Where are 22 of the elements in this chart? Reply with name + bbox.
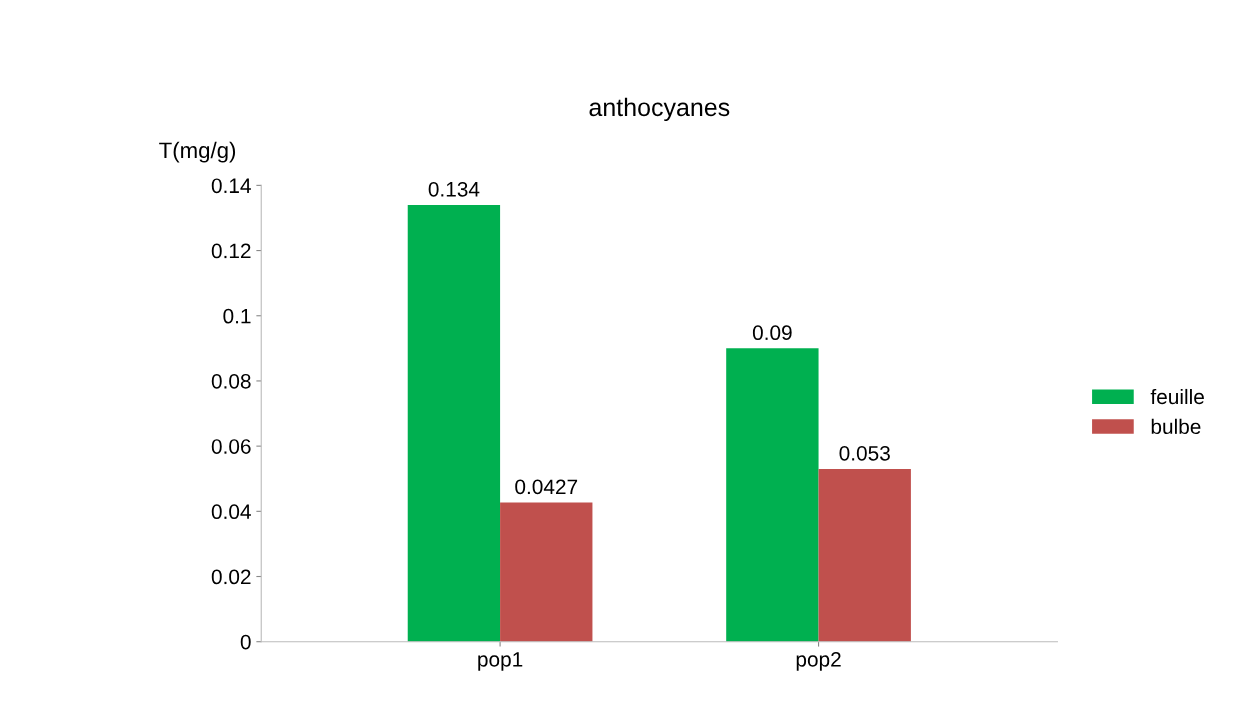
data-label: 0.09 <box>752 325 792 341</box>
y-tick-label: 0 <box>240 634 251 650</box>
x-tick-label: pop2 <box>796 651 841 671</box>
data-label: 0.053 <box>839 445 890 461</box>
legend-label: bulbe <box>1151 418 1201 435</box>
chart-title: anthocyanes <box>589 97 730 122</box>
y-tick-label: 0.14 <box>211 178 251 194</box>
data-label: 0.0427 <box>515 479 578 495</box>
y-tick-label: 0.08 <box>211 373 251 389</box>
bar <box>726 348 819 642</box>
y-tick-label: 0.12 <box>211 243 251 259</box>
y-tick-label: 0.1 <box>223 308 251 324</box>
data-label: 0.134 <box>428 181 480 197</box>
legend-label: feuille <box>1150 388 1204 405</box>
bar <box>818 468 911 642</box>
y-axis-title: T(mg/g) <box>159 141 236 163</box>
y-tick-label: 0.04 <box>211 504 251 520</box>
bar <box>500 502 593 642</box>
bar <box>407 204 501 642</box>
y-tick-label: 0.06 <box>211 439 251 454</box>
x-tick-label: pop1 <box>478 652 523 671</box>
y-tick-label: 0.02 <box>211 569 251 585</box>
